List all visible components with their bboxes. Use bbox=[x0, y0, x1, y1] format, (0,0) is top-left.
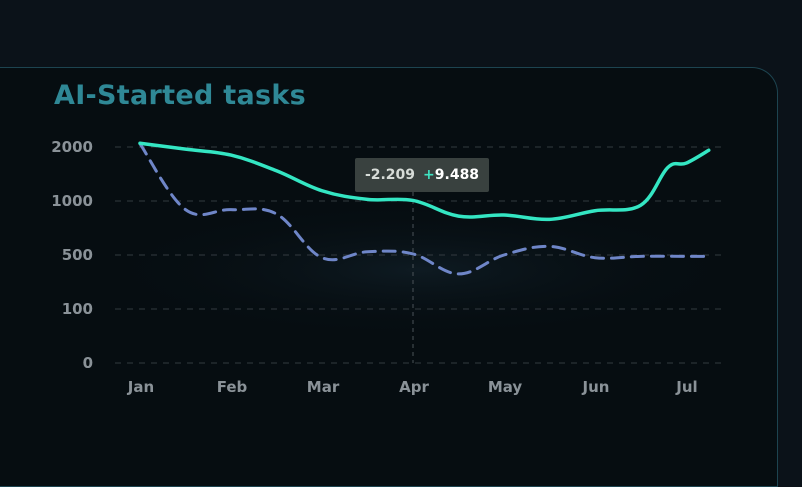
tooltip-value-b: +9.488 bbox=[423, 167, 479, 183]
series-line-solid[interactable] bbox=[138, 141, 711, 222]
series-line-dashed[interactable] bbox=[138, 142, 711, 276]
x-tick-label: May bbox=[488, 378, 523, 396]
x-tick-label: Mar bbox=[307, 378, 340, 396]
chart-title: AI-Started tasks bbox=[54, 80, 307, 111]
y-tick-label: 100 bbox=[62, 300, 93, 318]
x-tick-label: Jun bbox=[582, 378, 610, 396]
tooltip-value-a: -2.209 bbox=[364, 167, 416, 183]
y-tick-label: 1000 bbox=[51, 192, 93, 210]
y-tick-label: 2000 bbox=[51, 138, 93, 156]
tooltip-value-b-number: 9.488 bbox=[434, 167, 480, 183]
x-axis-ticks: Jan Feb Mar Apr May Jun Jul bbox=[127, 378, 698, 396]
x-tick-label: Feb bbox=[217, 378, 248, 396]
x-tick-label: Jan bbox=[127, 378, 154, 396]
x-tick-label: Apr bbox=[399, 378, 429, 396]
hover-tooltip: -2.209 +9.488 bbox=[355, 158, 489, 192]
x-tick-label: Jul bbox=[675, 378, 697, 396]
y-tick-label: 500 bbox=[62, 246, 93, 264]
y-tick-label: 0 bbox=[83, 354, 93, 372]
tooltip-plus-sign: + bbox=[423, 167, 435, 183]
plot-glow bbox=[90, 200, 750, 340]
